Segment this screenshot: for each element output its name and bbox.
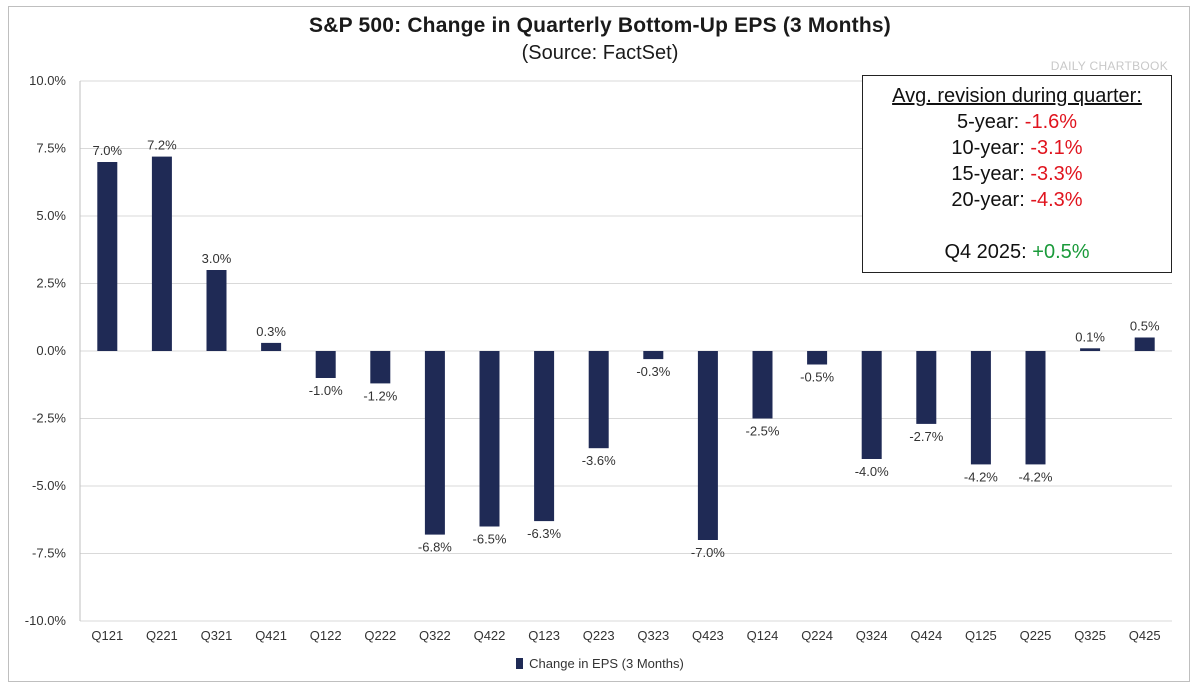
watermark: DAILY CHARTBOOK xyxy=(1050,59,1168,73)
y-tick-label: 7.5% xyxy=(36,141,66,156)
legend-label: Change in EPS (3 Months) xyxy=(529,656,684,671)
revision-infobox: Avg. revision during quarter: 5-year: -1… xyxy=(862,75,1172,273)
y-tick-label: 10.0% xyxy=(29,73,66,88)
bar xyxy=(370,351,391,384)
infobox-label: Q4 2025: xyxy=(944,241,1033,263)
infobox-row-5y: 5-year: -1.6% xyxy=(863,109,1171,135)
x-tick-label: Q122 xyxy=(310,628,342,643)
data-label: -0.3% xyxy=(636,364,670,379)
x-tick-label: Q223 xyxy=(583,628,615,643)
bar xyxy=(1025,351,1046,465)
infobox-value: -1.6% xyxy=(1024,111,1078,133)
infobox-label: 5-year: xyxy=(956,111,1025,133)
x-tick-label: Q121 xyxy=(91,628,123,643)
chart-frame xyxy=(8,6,1190,682)
infobox-spacer xyxy=(863,213,1171,239)
x-tick-label: Q421 xyxy=(255,628,287,643)
bar xyxy=(534,351,555,522)
x-tick-label: Q324 xyxy=(856,628,888,643)
infobox-value: +0.5% xyxy=(1032,241,1090,263)
data-label: -2.5% xyxy=(746,424,780,439)
x-tick-label: Q323 xyxy=(637,628,669,643)
bar xyxy=(916,351,937,424)
x-tick-label: Q325 xyxy=(1074,628,1106,643)
infobox-label: 15-year: xyxy=(951,163,1031,185)
y-tick-label: -10.0% xyxy=(25,613,67,628)
bar xyxy=(151,156,172,351)
bar xyxy=(479,351,500,527)
bar xyxy=(97,162,118,351)
bar xyxy=(697,351,718,540)
data-label: -6.5% xyxy=(473,532,507,547)
infobox-row-q4-2025: Q4 2025: +0.5% xyxy=(863,239,1171,265)
data-label: 0.3% xyxy=(256,324,286,339)
bar xyxy=(424,351,445,535)
bar xyxy=(1134,337,1155,351)
data-label: 7.0% xyxy=(92,143,122,158)
infobox-header: Avg. revision during quarter: xyxy=(892,85,1142,107)
data-label: 0.1% xyxy=(1075,329,1105,344)
x-tick-label: Q125 xyxy=(965,628,997,643)
chart-subtitle: (Source: FactSet) xyxy=(521,42,679,64)
y-tick-label: -2.5% xyxy=(32,411,66,426)
chart-title: S&P 500: Change in Quarterly Bottom-Up E… xyxy=(309,14,891,37)
x-tick-label: Q224 xyxy=(801,628,833,643)
bar xyxy=(970,351,991,465)
data-label: -0.5% xyxy=(800,370,834,385)
bar xyxy=(643,351,664,360)
legend: Change in EPS (3 Months) xyxy=(0,656,1200,671)
infobox-label: 20-year: xyxy=(951,189,1031,211)
y-tick-label: -5.0% xyxy=(32,478,66,493)
data-label: -4.2% xyxy=(964,469,998,484)
x-tick-label: Q322 xyxy=(419,628,451,643)
infobox-row-10y: 10-year: -3.1% xyxy=(863,135,1171,161)
bar xyxy=(315,351,336,378)
bar xyxy=(588,351,609,449)
data-label: -1.0% xyxy=(309,383,343,398)
y-tick-label: 0.0% xyxy=(36,343,66,358)
infobox-row-15y: 15-year: -3.3% xyxy=(863,161,1171,187)
y-axis: 10.0% 7.5% 5.0% 2.5% 0.0% -2.5% -5.0% -7.5% -10.… xyxy=(25,73,81,628)
data-label: 0.5% xyxy=(1130,319,1160,334)
bar xyxy=(1080,348,1101,351)
x-axis: Q121 Q221 Q321 Q421 Q122 Q222 Q322 Q422 Q123 Q223… xyxy=(91,628,1160,643)
x-tick-label: Q422 xyxy=(474,628,506,643)
x-tick-label: Q425 xyxy=(1129,628,1161,643)
bar xyxy=(807,351,828,365)
bar xyxy=(752,351,773,419)
data-label: -7.0% xyxy=(691,545,725,560)
data-label: -4.2% xyxy=(1019,469,1053,484)
bar xyxy=(261,342,282,351)
data-labels: 7.0% 7.2% 3.0% 0.3% -1.0% -1.2% -6.8% -6.5% -6.3… xyxy=(92,138,1159,560)
x-tick-label: Q124 xyxy=(747,628,779,643)
infobox-row-20y: 20-year: -4.3% xyxy=(863,187,1171,213)
y-tick-label: 2.5% xyxy=(36,276,66,291)
data-label: 7.2% xyxy=(147,138,177,153)
bar xyxy=(206,270,227,351)
data-label: -2.7% xyxy=(909,429,943,444)
infobox-value: -3.3% xyxy=(1030,163,1083,185)
bars xyxy=(97,156,1155,540)
x-tick-label: Q424 xyxy=(910,628,942,643)
y-tick-label: 5.0% xyxy=(36,208,66,223)
infobox-value: -3.1% xyxy=(1030,137,1083,159)
legend-swatch xyxy=(516,658,524,669)
x-tick-label: Q222 xyxy=(364,628,396,643)
data-label: -4.0% xyxy=(855,464,889,479)
data-label: -6.8% xyxy=(418,540,452,555)
data-label: -3.6% xyxy=(582,453,616,468)
data-label: -1.2% xyxy=(363,388,397,403)
x-tick-label: Q423 xyxy=(692,628,724,643)
x-tick-label: Q123 xyxy=(528,628,560,643)
y-tick-label: -7.5% xyxy=(32,546,66,561)
x-tick-label: Q221 xyxy=(146,628,178,643)
x-tick-label: Q321 xyxy=(201,628,233,643)
x-tick-label: Q225 xyxy=(1020,628,1052,643)
data-label: 3.0% xyxy=(202,251,232,266)
data-label: -6.3% xyxy=(527,526,561,541)
bar xyxy=(861,351,882,459)
infobox-label: 10-year: xyxy=(951,137,1031,159)
infobox-value: -4.3% xyxy=(1030,189,1083,211)
